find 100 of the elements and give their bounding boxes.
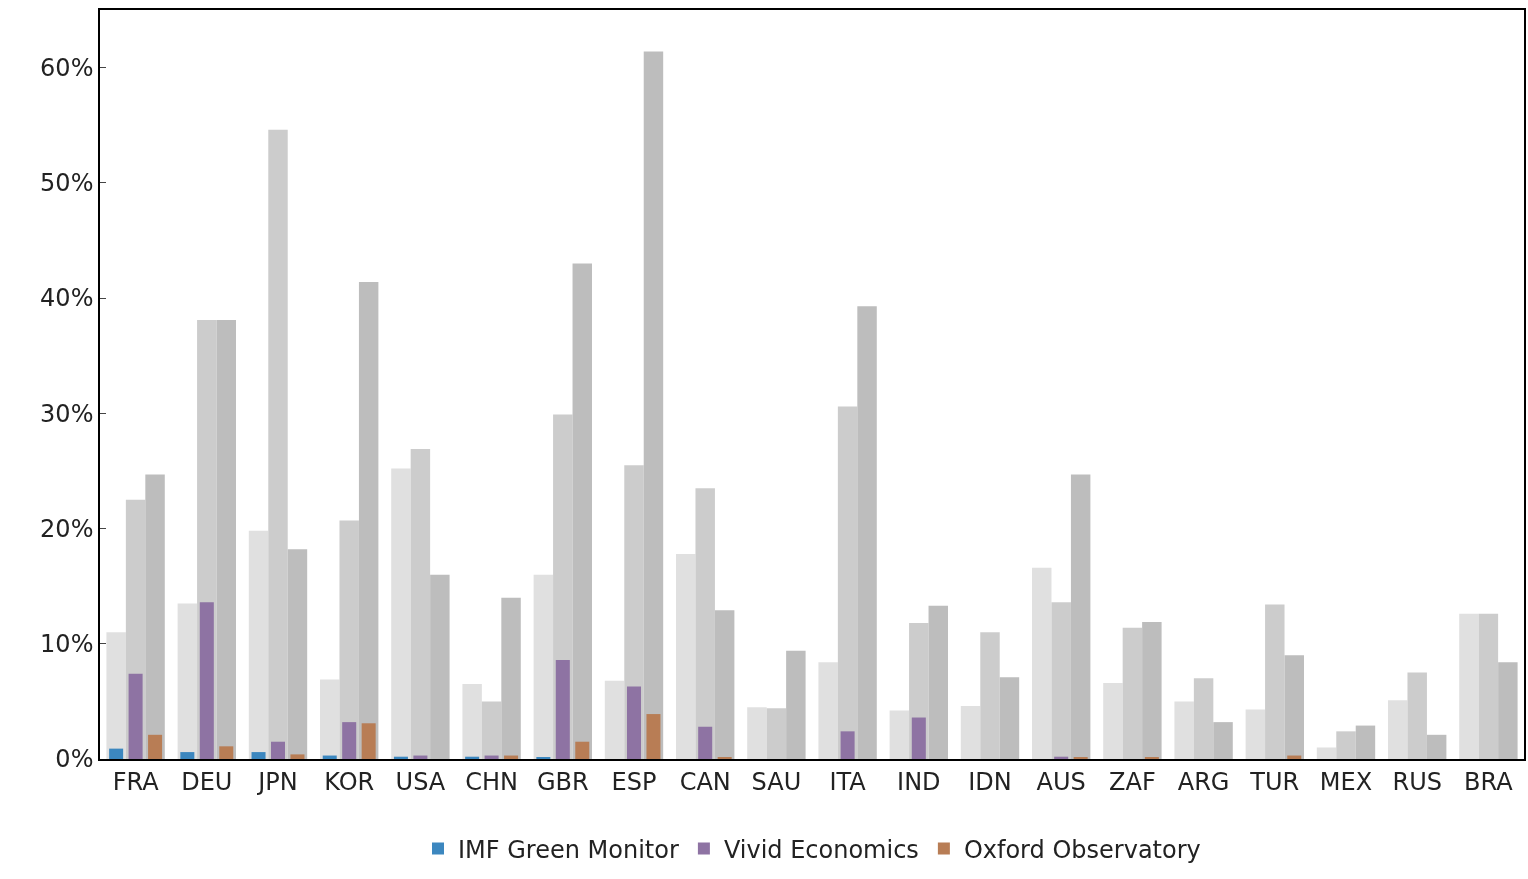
x-tick-label: DEU xyxy=(181,767,233,796)
bar xyxy=(219,746,234,759)
bar xyxy=(410,449,431,759)
bar xyxy=(980,632,1000,759)
x-tick-label: BRA xyxy=(1464,767,1514,796)
bar xyxy=(501,597,521,759)
bar xyxy=(1316,747,1337,759)
y-tick-label: 40% xyxy=(40,284,94,313)
bar xyxy=(1122,627,1143,759)
x-tick-label: RUS xyxy=(1392,767,1442,796)
bar xyxy=(430,574,450,759)
bar xyxy=(837,406,858,759)
x-tick-label: ESP xyxy=(611,767,657,796)
bar xyxy=(643,51,664,759)
bar xyxy=(575,741,590,759)
bar xyxy=(766,708,787,759)
bar xyxy=(342,722,357,759)
y-tick-label: 50% xyxy=(40,169,94,198)
x-tick-label: ZAF xyxy=(1109,767,1156,796)
bar xyxy=(177,603,198,759)
bar xyxy=(199,602,214,759)
bar xyxy=(1336,731,1356,759)
x-tick-label: USA xyxy=(395,767,446,796)
x-tick-label: ITA xyxy=(829,767,867,796)
bar xyxy=(251,752,266,759)
bar xyxy=(361,723,376,759)
bar xyxy=(960,705,981,759)
bar xyxy=(626,686,642,759)
bar xyxy=(148,734,163,759)
bar xyxy=(857,306,877,759)
bar xyxy=(533,574,554,759)
bar xyxy=(911,717,926,759)
bar xyxy=(1051,602,1071,759)
bar xyxy=(646,714,661,759)
bar xyxy=(1478,613,1499,759)
bar xyxy=(1265,604,1285,759)
bar xyxy=(1103,682,1123,759)
bar xyxy=(1388,700,1408,759)
bar xyxy=(270,741,286,759)
bar xyxy=(1070,474,1091,759)
x-tick-label: FRA xyxy=(112,767,160,796)
bar xyxy=(1213,722,1233,759)
bar xyxy=(248,530,269,759)
bar xyxy=(698,726,713,759)
legend-label: IMF Green Monitor xyxy=(458,835,679,864)
bar xyxy=(1355,725,1376,759)
y-tick-label: 0% xyxy=(55,745,94,774)
bar xyxy=(145,474,165,759)
bar xyxy=(180,752,195,759)
x-tick-label: CAN xyxy=(679,767,731,796)
x-tick-label: TUR xyxy=(1249,767,1300,796)
bar xyxy=(572,263,592,759)
bar xyxy=(462,684,482,759)
bar xyxy=(1407,672,1427,759)
x-tick-label: MEX xyxy=(1319,767,1373,796)
bar xyxy=(840,731,855,759)
y-tick-label: 10% xyxy=(40,630,94,659)
bar xyxy=(1174,701,1194,759)
x-tick-label: CHN xyxy=(465,767,518,796)
bar xyxy=(786,650,806,759)
bar xyxy=(676,553,696,759)
bar xyxy=(1459,613,1479,759)
bar xyxy=(109,748,124,759)
bar xyxy=(358,281,379,759)
bar xyxy=(268,129,288,759)
bar xyxy=(287,549,308,759)
x-tick-label: GBR xyxy=(536,767,589,796)
bar xyxy=(555,659,570,759)
bar xyxy=(1032,567,1052,759)
bar xyxy=(216,319,236,759)
bar xyxy=(818,662,838,759)
bar xyxy=(106,632,126,759)
bar xyxy=(481,701,502,759)
bar xyxy=(928,605,948,759)
y-tick-label: 30% xyxy=(40,399,94,428)
x-tick-label: JPN xyxy=(256,767,298,796)
bar xyxy=(1245,709,1266,759)
bar xyxy=(1193,678,1214,759)
bar xyxy=(391,468,411,759)
bar xyxy=(290,754,305,759)
x-tick-label: AUS xyxy=(1036,767,1086,796)
bar xyxy=(889,710,910,759)
x-tick-label: IDN xyxy=(968,767,1012,796)
bar xyxy=(714,610,735,759)
legend-label: Oxford Observatory xyxy=(963,835,1201,864)
y-tick-label: 60% xyxy=(40,54,94,83)
bar xyxy=(695,488,715,759)
y-tick-label: 20% xyxy=(40,514,94,543)
bar xyxy=(128,673,143,759)
bar xyxy=(1284,655,1304,759)
bar xyxy=(1142,621,1162,759)
bar xyxy=(320,679,340,759)
x-tick-label: IND xyxy=(897,767,941,796)
x-tick-label: KOR xyxy=(324,767,375,796)
bar xyxy=(747,707,767,759)
bar xyxy=(604,680,625,759)
legend-label: Vivid Economics xyxy=(723,835,919,864)
bar xyxy=(1498,662,1518,759)
bar xyxy=(999,677,1020,759)
bar xyxy=(1426,734,1447,759)
